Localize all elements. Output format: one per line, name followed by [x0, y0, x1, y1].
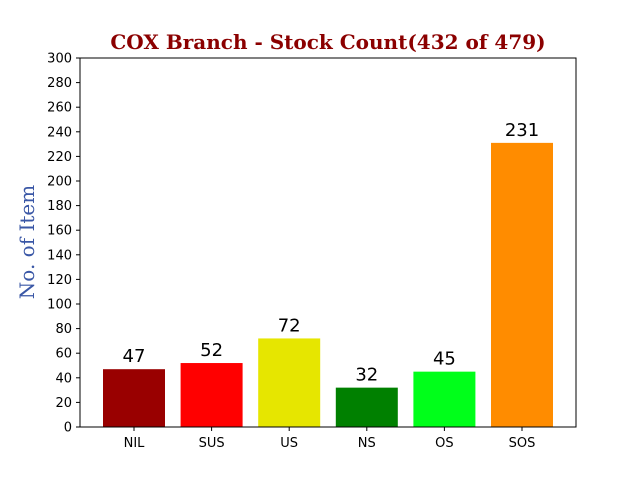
y-tick-label: 80	[55, 322, 72, 337]
bar-nil	[103, 369, 165, 427]
bar-os	[413, 371, 476, 427]
y-tick-label: 160	[47, 224, 72, 239]
bar-sos	[491, 142, 553, 427]
y-tick-label: 100	[47, 298, 72, 313]
data-label-ns: 32	[355, 365, 378, 386]
x-tick-label-os: OS	[435, 436, 453, 451]
data-label-us: 72	[278, 315, 301, 336]
y-tick-label: 220	[47, 150, 72, 165]
y-axis-label: No. of Item	[15, 185, 39, 299]
x-tick-label-nil: NIL	[124, 436, 146, 451]
y-tick-label: 180	[47, 199, 72, 214]
data-label-sus: 52	[200, 340, 223, 361]
y-tick-label: 20	[55, 396, 72, 411]
chart-title: COX Branch - Stock Count(432 of 479)	[110, 30, 545, 54]
y-tick-label: 240	[47, 125, 72, 140]
x-tick-label-ns: NS	[358, 436, 376, 451]
y-tick-label: 40	[55, 371, 72, 386]
plot-frame	[79, 57, 577, 428]
data-label-os: 45	[433, 349, 456, 370]
y-tick-label: 260	[47, 101, 72, 116]
bar-sus	[180, 363, 243, 427]
y-tick-label: 200	[47, 175, 72, 190]
x-tick-label-sus: SUS	[199, 436, 225, 451]
data-label-sos: 231	[505, 120, 539, 141]
y-tick-label: 280	[47, 76, 72, 91]
y-tick-label: 300	[47, 52, 72, 67]
bar-us	[258, 338, 321, 427]
x-tick-label-us: US	[280, 436, 298, 451]
y-tick-label: 140	[47, 248, 72, 263]
y-tick-label: 60	[55, 347, 72, 362]
plot-area: 47 NIL 52 SUS 72 US 32 NS 45 OS 231 SOS 0 20 40 60 80 100…	[47, 52, 577, 451]
bar-ns	[335, 387, 398, 427]
y-tick-label: 120	[47, 273, 72, 288]
data-label-nil: 47	[123, 346, 146, 367]
x-tick-label-sos: SOS	[509, 436, 536, 451]
y-tick-label: 0	[64, 421, 72, 436]
